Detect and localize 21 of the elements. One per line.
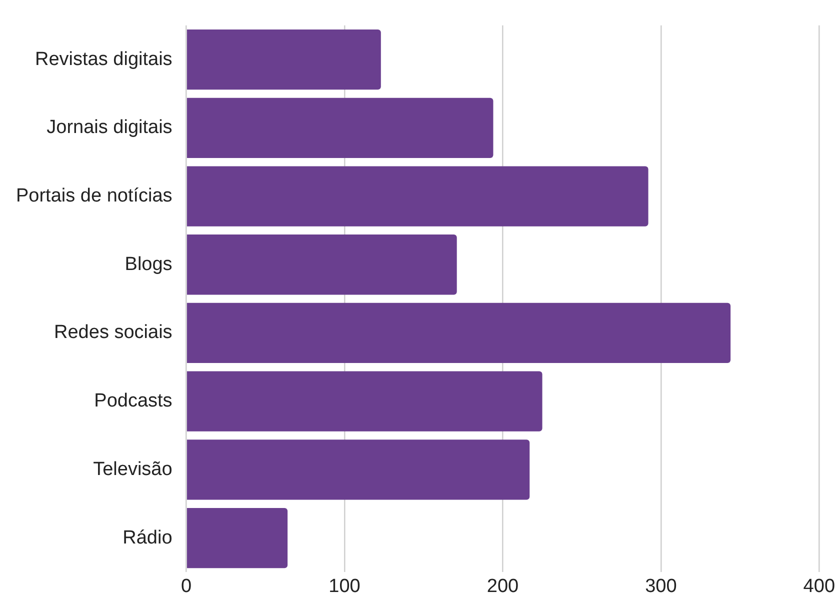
bar bbox=[186, 508, 288, 568]
bar bbox=[186, 98, 494, 158]
bar bbox=[186, 440, 530, 500]
bar bbox=[186, 234, 457, 295]
y-tick-label: Revistas digitais bbox=[35, 48, 172, 70]
y-tick-label: Portais de notícias bbox=[16, 186, 172, 207]
x-tick-label: 0 bbox=[181, 576, 192, 597]
y-tick-label: Redes sociais bbox=[54, 322, 172, 344]
y-tick-label: Jornais digitais bbox=[46, 117, 172, 138]
bar bbox=[186, 371, 542, 432]
y-tick-label: Podcasts bbox=[94, 390, 172, 412]
x-tick-label: 300 bbox=[645, 576, 677, 597]
bar bbox=[186, 30, 381, 90]
bar bbox=[186, 166, 648, 226]
x-tick-label: 100 bbox=[328, 576, 360, 597]
x-tick-label: 200 bbox=[486, 576, 519, 597]
y-tick-label: Rádio bbox=[122, 527, 172, 548]
bar bbox=[186, 302, 731, 364]
y-tick-label: Blogs bbox=[124, 254, 172, 275]
y-tick-label: Televisão bbox=[93, 458, 172, 480]
x-tick-label: 400 bbox=[803, 576, 835, 597]
